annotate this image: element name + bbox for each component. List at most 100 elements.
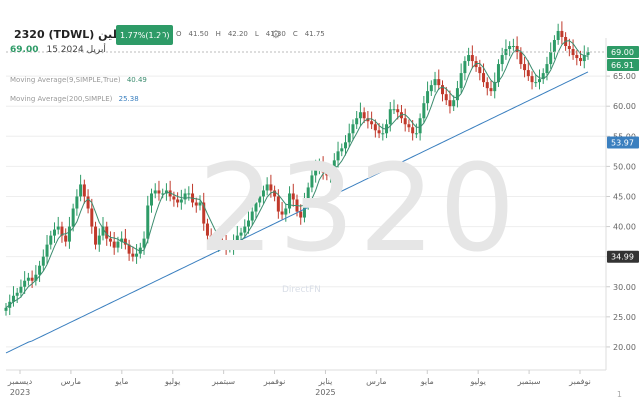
candle-body	[437, 79, 441, 86]
x-tick-label: ديسمبر	[7, 377, 33, 386]
last-date: 15 أبريل 2024	[46, 45, 106, 55]
candle-body	[351, 124, 355, 134]
x-tick-label: مايو	[114, 377, 128, 386]
candle-body	[205, 223, 209, 236]
candle-body	[344, 142, 347, 149]
candle-body	[429, 85, 433, 92]
candle-body	[153, 190, 157, 194]
candle-body	[388, 109, 392, 125]
candle-body	[60, 226, 64, 236]
candle-body	[254, 202, 258, 212]
year-label: 2023	[10, 388, 30, 397]
x-tick-label: يناير	[318, 377, 333, 386]
candle-body	[79, 184, 83, 197]
candle-body	[198, 202, 202, 206]
candle-body	[571, 49, 575, 56]
price-tag	[607, 59, 639, 72]
y-tick-label: 60.00	[613, 102, 636, 111]
candle-body	[142, 238, 146, 248]
high-label: H	[215, 30, 221, 38]
price-tags: 69.00 66.91 53.97 34.99	[607, 46, 639, 263]
candle-body	[526, 70, 530, 77]
page-number: 1	[616, 390, 622, 399]
candle-body	[519, 52, 523, 65]
candle-body	[23, 280, 27, 287]
y-tick-label: 30.00	[613, 283, 636, 292]
open-label: O	[176, 30, 182, 38]
candle-body	[426, 91, 430, 104]
candle-body	[202, 202, 206, 224]
candle-body	[86, 196, 90, 209]
candle-body	[138, 247, 142, 254]
candle-body	[97, 235, 101, 245]
high-value: 42.20	[227, 30, 248, 38]
candle-body	[452, 100, 456, 107]
candle-body	[325, 172, 329, 176]
candle-body	[478, 67, 482, 74]
open-value: 41.50	[188, 30, 209, 38]
y-tick-label: 20.00	[613, 343, 636, 352]
candle-body	[377, 130, 381, 134]
y-tick-label: 45.00	[613, 192, 636, 201]
candle-body	[276, 196, 280, 212]
gear-icon[interactable]: ⚙	[271, 27, 281, 41]
candle-body	[217, 241, 221, 245]
candle-body	[209, 235, 213, 242]
candle-body	[493, 82, 497, 92]
candle-body	[530, 76, 534, 83]
candle-body	[105, 226, 109, 239]
candle-body	[176, 199, 180, 203]
candle-body	[403, 118, 407, 125]
candle-body	[235, 235, 239, 242]
ohlc-readout: O 41.50 H 42.20 L 41.30 C 41.75	[176, 26, 325, 42]
y-tick-label: 25.00	[613, 313, 636, 322]
x-tick-label: يوليو	[164, 377, 180, 386]
ma-short-legend[interactable]: Moving Average(9,SIMPLE,True) 40.49	[10, 76, 147, 84]
candle-body	[470, 55, 474, 62]
candle-body	[90, 208, 94, 227]
candle-body	[396, 109, 400, 113]
candle-body	[53, 229, 56, 236]
x-tick-label: سبتمبر	[211, 377, 235, 386]
ma-long-legend[interactable]: Moving Average(200,SIMPLE) 25.38	[10, 95, 139, 103]
candle-body	[362, 112, 366, 119]
candle-body	[127, 244, 131, 254]
candle-body	[213, 241, 217, 245]
price-tag-label: 69.00	[611, 48, 634, 57]
candle-body	[224, 244, 228, 248]
candle-body	[545, 64, 549, 74]
candle-body	[355, 118, 359, 125]
candle-body	[15, 292, 19, 296]
candle-body	[168, 190, 172, 197]
candle-body	[306, 187, 310, 203]
candle-body	[441, 85, 444, 95]
candle-body	[38, 265, 42, 275]
candle-body	[329, 169, 333, 176]
candle-body	[411, 127, 415, 134]
candle-body	[179, 199, 183, 203]
candle-body	[392, 109, 396, 111]
candle-body	[422, 103, 426, 119]
candle-body	[120, 238, 124, 242]
candles	[4, 21, 590, 316]
candle-body	[418, 118, 422, 134]
y-tick-label: 65.00	[613, 72, 636, 81]
ma-long-value: 25.38	[118, 95, 139, 103]
candle-body	[258, 196, 262, 203]
candle-body	[523, 64, 527, 71]
ma-short-value: 40.49	[126, 76, 147, 84]
candle-body	[302, 202, 306, 218]
x-tick-label: مارس	[366, 377, 386, 386]
candle-body	[250, 211, 254, 221]
candle-body	[239, 232, 243, 236]
candle-body	[538, 79, 541, 83]
candle-body	[500, 55, 504, 65]
candle-body	[94, 226, 98, 245]
candle-body	[560, 30, 564, 37]
candle-body	[317, 163, 321, 170]
candle-body	[407, 124, 411, 128]
candle-body	[582, 55, 586, 62]
candle-body	[314, 169, 318, 176]
